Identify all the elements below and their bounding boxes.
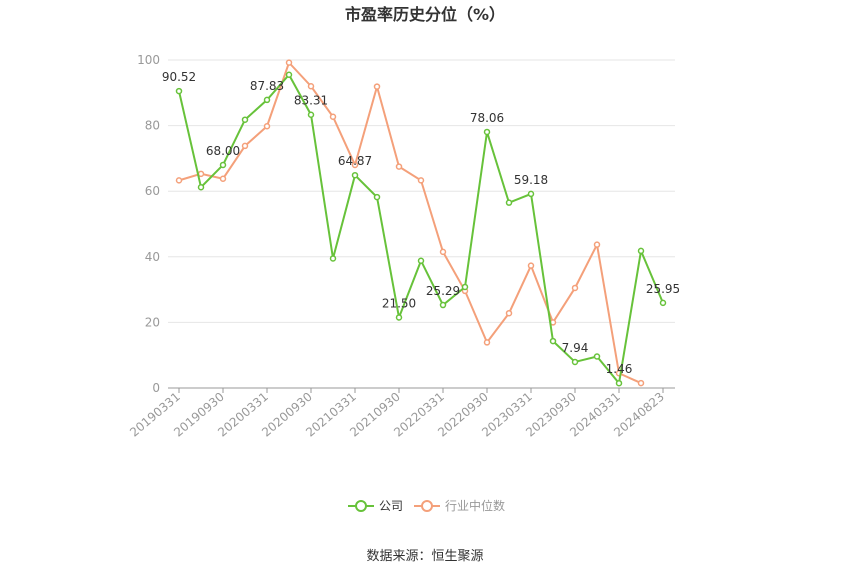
data-point — [175, 177, 183, 184]
data-label: 68.00 — [206, 144, 240, 158]
data-label: 64.87 — [338, 154, 372, 168]
y-tick-label: 20 — [145, 315, 160, 329]
legend-label: 公司 — [379, 499, 403, 513]
legend-item-company[interactable]: 公司 — [348, 499, 403, 513]
data-point — [329, 113, 337, 120]
data-point — [351, 161, 359, 169]
data-point — [219, 175, 227, 182]
legend-marker — [355, 500, 367, 512]
data-point — [505, 199, 513, 206]
data-label: 25.95 — [646, 282, 680, 296]
data-point — [307, 111, 315, 118]
y-axis: 0 20 40 60 80 100 — [137, 53, 160, 395]
y-tick-label: 60 — [145, 184, 160, 198]
data-point — [439, 301, 447, 309]
data-label: 83.31 — [294, 94, 328, 108]
y-tick-label: 80 — [145, 119, 160, 133]
data-point — [373, 193, 381, 201]
data-point — [307, 82, 315, 90]
data-point — [285, 71, 293, 79]
data-labels: 90.52 68.00 87.83 83.31 64.87 21.50 25.29 78.06… — [162, 70, 680, 376]
data-point — [527, 262, 535, 269]
data-point — [329, 255, 337, 262]
data-point — [219, 161, 227, 169]
data-label: 1.46 — [606, 362, 633, 376]
data-point — [571, 358, 579, 366]
data-label: 59.18 — [514, 173, 548, 187]
y-tick-label: 40 — [145, 250, 160, 264]
data-label: 87.83 — [250, 79, 284, 93]
data-point — [527, 190, 535, 198]
data-point — [175, 87, 183, 95]
series-line-company — [178, 73, 664, 386]
series-group — [175, 59, 667, 387]
data-point — [571, 284, 579, 292]
data-point — [241, 142, 249, 150]
chart-title: 市盈率历史分位（%） — [345, 5, 505, 24]
data-label: 21.50 — [382, 296, 416, 310]
data-point — [417, 257, 425, 264]
legend-label: 行业中位数 — [445, 498, 505, 513]
legend-marker — [421, 500, 433, 512]
data-label: 90.52 — [162, 70, 196, 84]
data-label: 7.94 — [562, 341, 589, 355]
data-point — [351, 171, 359, 179]
data-point — [263, 96, 271, 104]
data-point — [637, 247, 645, 255]
series-line-industry-median — [178, 60, 642, 384]
data-point — [439, 248, 447, 256]
data-point — [461, 283, 469, 291]
data-point — [395, 163, 403, 170]
data-point — [417, 177, 425, 184]
grid — [168, 59, 675, 323]
data-label: 78.06 — [470, 111, 504, 125]
data-point — [241, 116, 249, 123]
y-tick-label: 0 — [152, 381, 160, 395]
data-point — [637, 379, 645, 387]
legend-item-industry-median[interactable]: 行业中位数 — [414, 498, 505, 513]
data-point — [263, 123, 271, 130]
data-point — [615, 379, 623, 387]
source-note: 数据来源：恒生聚源 — [366, 549, 483, 564]
data-point — [285, 59, 293, 66]
data-point — [593, 353, 601, 360]
data-point — [483, 128, 491, 136]
x-axis: 2019033120190930202003312020093020210331… — [127, 387, 675, 440]
data-point — [659, 299, 667, 307]
legend[interactable]: 公司 行业中位数 — [348, 498, 505, 513]
data-label: 25.29 — [426, 284, 460, 298]
data-point — [593, 241, 601, 248]
data-point — [373, 83, 381, 90]
y-tick-label: 100 — [137, 53, 160, 67]
data-point — [483, 339, 491, 346]
data-point — [549, 337, 557, 345]
data-point — [395, 314, 403, 321]
data-point — [505, 309, 513, 317]
data-point — [197, 184, 205, 191]
